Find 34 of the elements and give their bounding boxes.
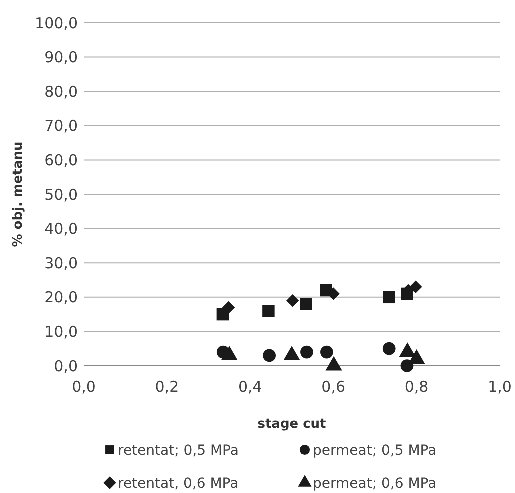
y-axis-title: % obj. metanu [11, 142, 26, 248]
point [262, 304, 275, 318]
legend-label: permeat; 0,5 MPa [313, 442, 437, 459]
legend-label: retentat; 0,5 MPa [118, 442, 239, 459]
point [222, 301, 236, 314]
y-tick-label: 0,0 [54, 357, 78, 376]
x-tick-label: 0,4 [238, 378, 262, 396]
point [300, 298, 312, 310]
y-tick-label: 90,0 [44, 48, 78, 67]
point [382, 342, 396, 356]
y-tick-label: 70,0 [44, 117, 78, 136]
y-tick-label: 30,0 [44, 254, 78, 272]
y-tick-label: 80,0 [44, 82, 78, 101]
y-tick-label: 40,0 [44, 220, 78, 238]
x-axis-title: stage cut [258, 417, 326, 432]
point [383, 291, 396, 304]
point [400, 360, 414, 372]
y-tick-label: 100,0 [35, 14, 78, 32]
x-tick-label: 0,2 [155, 378, 180, 396]
legend-label: permeat; 0,6 MPa [313, 476, 437, 492]
point [300, 346, 314, 359]
y-tick-label: 20,0 [44, 288, 78, 307]
point [286, 294, 300, 308]
x-tick-label: 0,8 [404, 378, 429, 396]
x-tick-label: 0,6 [322, 378, 346, 396]
x-tick-label: 1,0 [488, 378, 512, 396]
x-tick-label: 0,0 [72, 378, 96, 396]
y-tick-label: 10,0 [44, 322, 78, 341]
point [263, 349, 276, 362]
y-tick-label: 50,0 [44, 186, 78, 204]
legend-label: retentat, 0,6 MPa [118, 476, 239, 492]
y-tick-label: 60,0 [44, 151, 78, 170]
point [410, 280, 422, 294]
point [320, 346, 334, 359]
